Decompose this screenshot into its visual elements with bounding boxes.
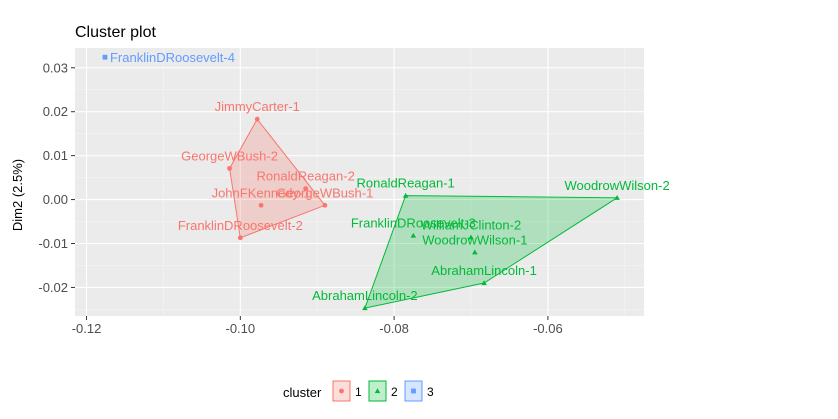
data-points: JimmyCarter-1 GeorgeWBush-2 RonaldReagan-2… [102, 50, 670, 311]
y-tick-label: -0.01 [38, 236, 68, 251]
y-axis: -0.02 -0.01 0.00 0.01 0.02 0.03 [38, 60, 75, 295]
grid-minor [75, 48, 644, 316]
point-label: JimmyCarter-1 [215, 99, 300, 114]
plot-panel [75, 48, 644, 316]
data-point [102, 54, 108, 60]
grid-major [75, 48, 644, 316]
point-label: GeorgeWBush-1 [276, 185, 373, 200]
x-tick-label: -0.06 [533, 321, 563, 336]
legend-title: cluster [283, 385, 322, 400]
legend-key-symbol [411, 388, 416, 394]
point-label: FranklinDRoosevelt-2 [178, 218, 303, 233]
legend-label: 2 [391, 385, 398, 399]
data-point [254, 116, 260, 122]
y-tick-label: 0.00 [43, 192, 68, 207]
data-point [402, 192, 409, 198]
data-point [237, 235, 243, 241]
legend-key-symbol [339, 388, 344, 394]
point-label: FranklinDRoosevelt-4 [110, 50, 235, 65]
data-point [468, 234, 474, 240]
data-point [481, 280, 487, 286]
chart-title: Cluster plot [75, 24, 156, 41]
point-label: RonaldReagan-1 [356, 176, 454, 191]
y-tick-label: -0.02 [38, 280, 68, 295]
x-tick-label: -0.12 [72, 321, 102, 336]
point-label: WoodrowWilson-1 [422, 232, 527, 247]
data-point [258, 202, 264, 208]
data-point [303, 186, 309, 191]
y-axis-title: Dim2 (2.5%) [10, 159, 25, 231]
y-tick-label: 0.01 [43, 148, 68, 163]
cluster-hulls [229, 118, 619, 309]
data-point [472, 249, 478, 255]
data-point [614, 195, 620, 200]
y-tick-label: 0.02 [43, 104, 68, 119]
point-label: RonaldReagan-2 [257, 169, 355, 184]
data-point [362, 305, 368, 311]
legend-label: 3 [427, 385, 434, 399]
point-label: FranklinDRoosevelt-3 [351, 216, 476, 231]
point-label: WilliamJClinton-2 [421, 217, 521, 232]
legend-key-symbol [374, 388, 381, 394]
x-tick-label: -0.08 [379, 321, 409, 336]
point-label: JohnFKennedy-1 [212, 185, 311, 200]
x-tick-label: -0.10 [225, 321, 255, 336]
data-point [410, 232, 417, 238]
data-point [227, 165, 232, 171]
x-axis: -0.12 -0.10 -0.08 -0.06 [72, 316, 563, 336]
point-label: AbrahamLincoln-2 [312, 288, 418, 303]
y-tick-label: 0.03 [43, 60, 68, 75]
point-label: AbrahamLincoln-1 [431, 263, 537, 278]
legend-label: 1 [355, 385, 362, 399]
data-point [322, 202, 328, 208]
point-label: GeorgeWBush-2 [181, 148, 278, 163]
legend: cluster 1 2 3 [283, 380, 434, 402]
point-label: WoodrowWilson-2 [564, 178, 669, 193]
